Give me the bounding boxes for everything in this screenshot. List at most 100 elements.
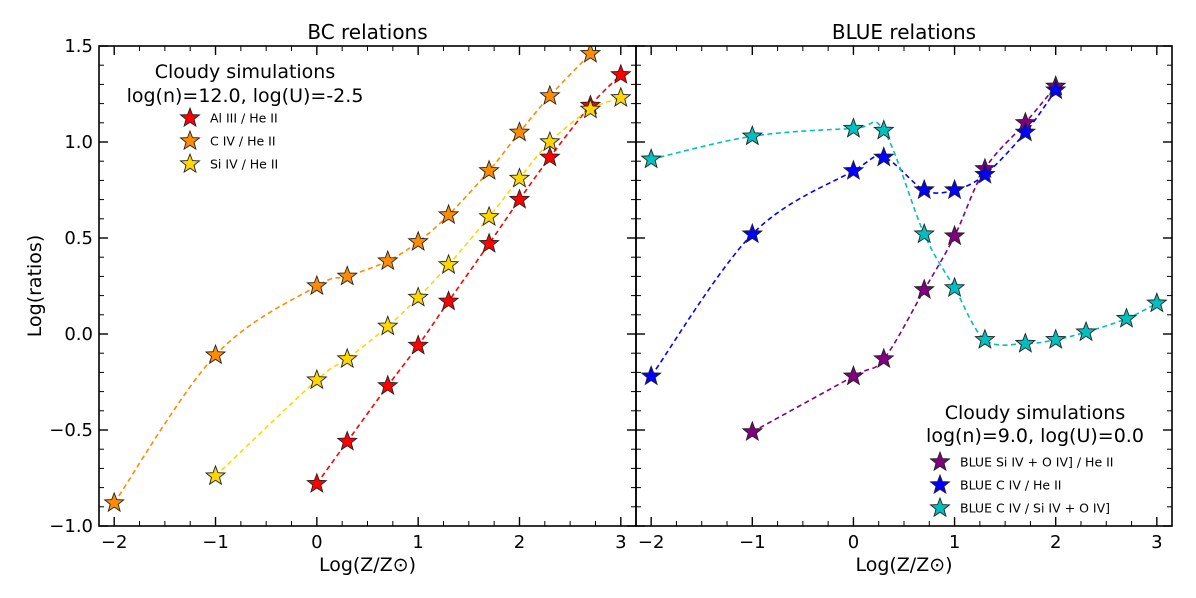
data-point	[437, 290, 460, 311]
data-point	[336, 265, 358, 286]
legend-label: BLUE C IV / Si IV + O IV]	[960, 501, 1110, 516]
legend-marker	[179, 129, 201, 151]
legend-marker	[179, 152, 201, 174]
data-point	[1146, 291, 1168, 313]
data-point	[407, 286, 429, 307]
legend-marker	[929, 496, 951, 518]
data-point	[610, 63, 632, 84]
data-point	[204, 343, 227, 365]
data-point	[974, 163, 996, 184]
y-tick-label: −0.5	[49, 420, 93, 441]
data-point	[842, 364, 865, 386]
data-point	[508, 121, 531, 142]
x-tick-label: 0	[311, 532, 322, 553]
data-point	[377, 374, 399, 395]
annotation-text: log(n)=12.0, log(U)=-2.5	[127, 85, 364, 107]
data-point	[478, 232, 500, 253]
data-point	[640, 364, 662, 386]
x-tick-label: 3	[615, 532, 626, 553]
x-axis-title: Log(Z/Z⊙)	[855, 554, 952, 576]
y-axis-title: Log(ratios)	[24, 235, 46, 337]
y-tick-label: −1.0	[49, 516, 93, 537]
panel-1: BC relations −2 −1 0 1 2 3 −1.0 −0.5 0.0 0.5 1.0 1.5…	[49, 20, 637, 576]
legend-label: BLUE C IV / He II	[960, 478, 1061, 493]
data-point	[640, 147, 662, 169]
x-tick-label: 2	[1050, 532, 1061, 553]
legend-label: BLUE Si IV + O IV] / He II	[960, 455, 1114, 470]
x-tick-label: −2	[101, 532, 128, 553]
legend-label: Si IV / He II	[210, 157, 278, 172]
x-tick-label: −1	[739, 532, 766, 553]
data-point	[741, 222, 764, 244]
data-point	[103, 491, 125, 513]
data-point	[478, 205, 500, 227]
annotation-text: Cloudy simulations	[155, 61, 336, 83]
data-point	[913, 222, 935, 244]
y-tick-label: 0.5	[64, 228, 93, 249]
data-point	[741, 420, 764, 442]
data-point	[741, 124, 764, 146]
data-point	[943, 276, 966, 298]
data-point	[306, 274, 328, 296]
y-tick-label: 0.0	[64, 324, 93, 345]
panel-2: BLUE relations −2 −1 0 1 2 3 Log(Z/Z⊙) Cloudy si…	[635, 20, 1173, 576]
legend-label: C IV / He II	[210, 134, 276, 149]
data-point	[437, 253, 460, 275]
annotation-text: Cloudy simulations	[945, 402, 1126, 424]
data-point	[306, 472, 328, 493]
legend-marker	[179, 106, 201, 128]
series-line	[650, 121, 1158, 346]
data-point	[1115, 307, 1138, 328]
legend-label: Al III / He II	[210, 111, 278, 126]
annotation-text: log(n)=9.0, log(U)=0.0	[926, 425, 1144, 447]
x-tick-label: 1	[412, 532, 423, 553]
series-layer	[103, 46, 632, 513]
data-point	[437, 203, 460, 225]
data-point	[1014, 332, 1037, 353]
data-point	[943, 178, 966, 200]
data-point	[579, 46, 602, 63]
data-point	[539, 130, 561, 152]
x-axis-title: Log(Z/Z⊙)	[319, 554, 416, 576]
y-tick-label: 1.5	[64, 36, 93, 57]
data-point	[974, 328, 996, 349]
panel-title: BLUE relations	[832, 20, 976, 44]
data-point	[539, 84, 561, 106]
data-point	[336, 430, 358, 451]
data-point	[377, 315, 399, 336]
data-point	[943, 224, 966, 246]
plot-frame	[98, 45, 637, 527]
plot-frame	[635, 45, 1173, 527]
data-point	[204, 464, 227, 486]
series-line	[113, 53, 591, 504]
data-point	[913, 278, 935, 299]
data-point	[336, 347, 358, 369]
series-line	[751, 85, 1057, 433]
data-point	[873, 146, 895, 167]
series-layer	[640, 75, 1168, 442]
x-tick-label: 0	[848, 532, 859, 553]
data-point	[913, 178, 935, 200]
legend-marker	[929, 473, 951, 495]
data-point	[407, 230, 429, 251]
data-point	[842, 117, 865, 138]
data-point	[508, 167, 531, 188]
data-point	[873, 347, 895, 369]
data-point	[1044, 78, 1067, 100]
x-tick-label: −2	[638, 532, 665, 553]
legend-marker	[929, 450, 951, 472]
data-point	[1044, 328, 1067, 349]
x-tick-label: −1	[202, 532, 229, 553]
panel-title: BC relations	[307, 20, 427, 44]
data-point	[508, 188, 531, 209]
data-point	[539, 146, 561, 167]
data-point	[306, 368, 328, 390]
x-tick-label: 2	[514, 532, 525, 553]
data-point	[407, 334, 429, 355]
data-point	[1075, 320, 1097, 342]
data-point	[610, 86, 632, 107]
data-point	[579, 98, 602, 119]
data-point	[1014, 121, 1037, 142]
data-point	[377, 249, 399, 271]
